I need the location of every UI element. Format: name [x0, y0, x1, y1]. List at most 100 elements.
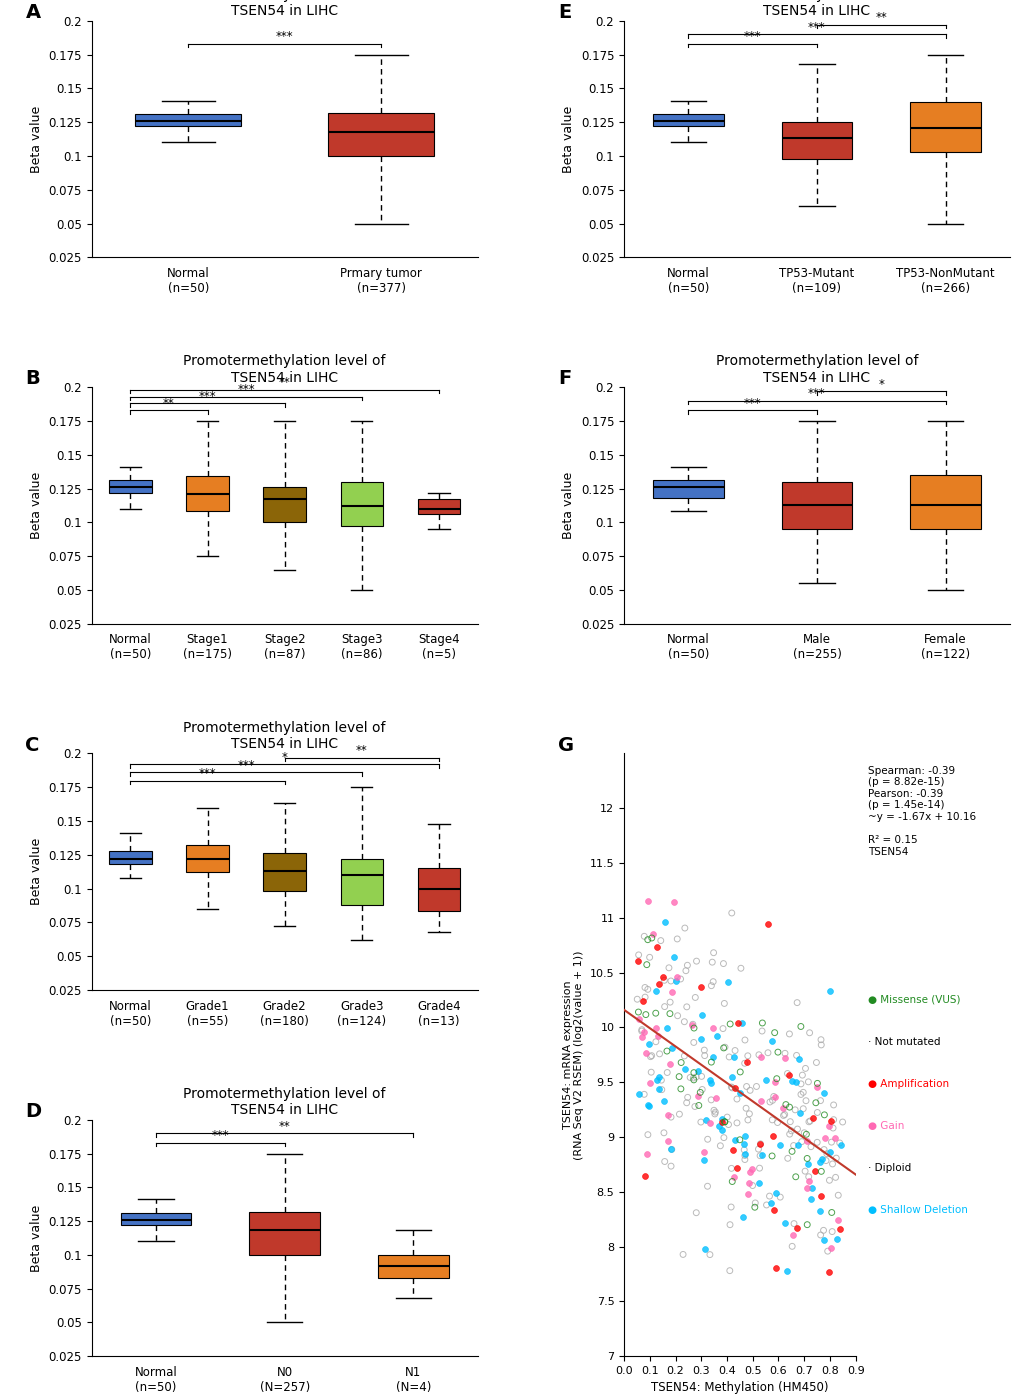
Point: [639, 979, 655, 1001]
Point: [693, 1065, 709, 1088]
Point: [751, 1158, 767, 1180]
Point: [789, 1134, 805, 1156]
X-axis label: TSEN54: Methylation (HM450): TSEN54: Methylation (HM450): [650, 1381, 827, 1394]
Point: [711, 1135, 728, 1158]
Title: Promotermethylation level of
TSEN54 in LIHC: Promotermethylation level of TSEN54 in L…: [183, 0, 385, 18]
Point: [687, 986, 703, 1008]
Title: Promotermethylation level of
TSEN54 in LIHC: Promotermethylation level of TSEN54 in L…: [715, 0, 917, 18]
Point: [642, 1061, 658, 1083]
Point: [751, 1145, 767, 1167]
Point: [697, 1109, 713, 1131]
Text: ***: ***: [807, 21, 825, 34]
Point: [729, 1111, 745, 1134]
Point: [722, 1158, 739, 1180]
Point: [710, 1114, 727, 1137]
Point: [641, 1072, 657, 1095]
Point: [714, 952, 731, 974]
Point: [824, 1117, 841, 1139]
Point: [702, 1089, 718, 1111]
Point: [636, 1083, 652, 1106]
Point: [737, 1097, 753, 1120]
Point: [651, 1043, 667, 1065]
Title: Promotermethylation level of
TSEN54 in LIHC: Promotermethylation level of TSEN54 in L…: [183, 355, 385, 384]
Point: [818, 1240, 835, 1262]
Point: [799, 1130, 815, 1152]
Point: [726, 1166, 742, 1188]
Point: [720, 1260, 737, 1282]
Point: [665, 891, 682, 913]
Point: [707, 1086, 723, 1109]
Point: [804, 1107, 820, 1130]
Point: [668, 1005, 685, 1028]
Point: [715, 1127, 732, 1149]
Point: [750, 1138, 766, 1160]
Point: [799, 1153, 815, 1176]
Point: [783, 1120, 799, 1142]
Point: [647, 980, 663, 1002]
PathPatch shape: [328, 113, 434, 157]
Point: [658, 1016, 675, 1039]
Point: [775, 1047, 792, 1069]
Point: [719, 1113, 736, 1135]
Point: [655, 1121, 672, 1144]
Point: [659, 1131, 676, 1153]
Point: [644, 923, 660, 945]
Point: [676, 917, 692, 939]
Point: [633, 1021, 649, 1043]
Point: [665, 945, 682, 967]
Point: [661, 1002, 678, 1025]
Point: [822, 1110, 839, 1132]
Text: **: **: [278, 1120, 290, 1132]
Point: [636, 976, 652, 998]
Point: [723, 1076, 740, 1099]
Text: ● Gain: ● Gain: [867, 1121, 904, 1131]
Point: [685, 1068, 701, 1090]
Point: [776, 1212, 793, 1234]
Point: [788, 1044, 804, 1067]
Point: [661, 991, 678, 1014]
Point: [819, 1114, 836, 1137]
Point: [812, 1160, 828, 1183]
Point: [775, 1103, 792, 1125]
PathPatch shape: [186, 477, 228, 512]
Y-axis label: TSEN54: mRNA expression
(RNA Seq V2 RSEM) (log2(value + 1)): TSEN54: mRNA expression (RNA Seq V2 RSEM…: [562, 951, 584, 1159]
Point: [765, 1022, 782, 1044]
PathPatch shape: [109, 851, 152, 864]
Point: [794, 1097, 810, 1120]
Point: [766, 1086, 783, 1109]
Point: [732, 1061, 748, 1083]
Point: [706, 1102, 722, 1124]
Point: [647, 1002, 663, 1025]
Text: · Diploid: · Diploid: [867, 1163, 910, 1173]
Point: [768, 1068, 785, 1090]
Point: [823, 1153, 840, 1176]
Point: [811, 1089, 827, 1111]
Point: [788, 1216, 804, 1239]
Point: [714, 1037, 731, 1060]
Text: ***: ***: [199, 390, 216, 403]
Point: [762, 1192, 779, 1215]
Point: [793, 1131, 809, 1153]
Point: [752, 1046, 768, 1068]
Point: [792, 1015, 808, 1037]
Point: [685, 1067, 701, 1089]
Text: ● Missense (VUS): ● Missense (VUS): [867, 994, 960, 1005]
Point: [732, 958, 748, 980]
Text: A: A: [25, 3, 41, 22]
Point: [784, 1236, 800, 1258]
Point: [802, 1188, 818, 1211]
Point: [650, 1065, 666, 1088]
PathPatch shape: [418, 868, 460, 911]
Point: [798, 1213, 814, 1236]
Point: [678, 995, 694, 1018]
Point: [798, 1148, 814, 1170]
Point: [808, 1072, 824, 1095]
Point: [673, 1078, 689, 1100]
Point: [823, 1220, 840, 1243]
Point: [812, 1186, 828, 1208]
Point: [738, 1075, 754, 1097]
Point: [795, 1121, 811, 1144]
Point: [753, 1144, 769, 1166]
Point: [811, 1151, 827, 1173]
Point: [725, 1046, 741, 1068]
